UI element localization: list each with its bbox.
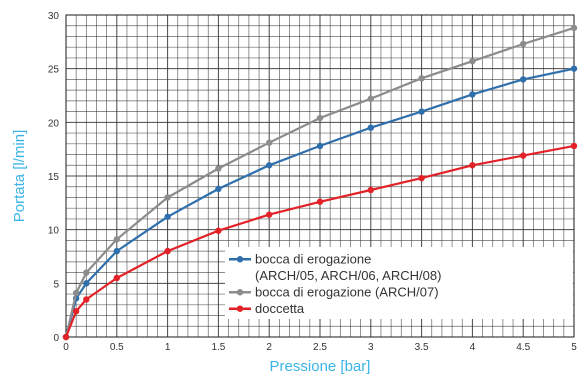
legend-label: doccetta (255, 301, 305, 316)
plot-frame (65, 14, 575, 338)
legend-marker (236, 256, 244, 263)
x-tick-label: 5 (571, 342, 577, 353)
data-point (113, 247, 121, 255)
data-point (570, 142, 578, 150)
data-point (215, 227, 222, 234)
data-point (418, 174, 425, 182)
legend-marker (236, 305, 244, 312)
x-tick-label: 2.5 (313, 342, 327, 353)
data-point (164, 213, 171, 220)
data-point (266, 139, 273, 146)
legend-label: bocca di erogazione (ARCH/07) (255, 284, 439, 299)
x-tick-label: 1 (165, 342, 171, 353)
x-tick-label: 4.5 (516, 342, 530, 353)
data-point (367, 124, 374, 131)
data-point (316, 142, 324, 150)
legend-label: (ARCH/05, ARCH/06, ARCH/08) (255, 268, 441, 283)
data-point (83, 269, 90, 276)
series-3 (62, 142, 578, 341)
data-point (367, 95, 374, 102)
data-point (62, 333, 70, 341)
x-axis-ticks: 0 0.5 1 1.5 2 2.5 3 3.5 4 4.5 5 (63, 342, 577, 353)
x-tick-label: 1.5 (211, 342, 225, 353)
y-axis-ticks: 0 5 10 15 20 25 30 (48, 11, 60, 344)
x-tick-label: 0.5 (110, 342, 124, 353)
legend: bocca di erogazione (ARCH/05, ARCH/06, AR… (225, 247, 573, 319)
y-tick-label: 5 (53, 279, 59, 290)
x-tick-label: 3.5 (415, 342, 429, 353)
y-axis-title: Portata [l/min] (11, 130, 28, 223)
legend-label: bocca di erogazione (255, 251, 371, 266)
data-point (266, 162, 273, 169)
data-point (316, 198, 324, 205)
y-tick-label: 25 (48, 65, 60, 76)
data-point (72, 308, 80, 315)
legend-background (225, 247, 573, 319)
data-point (469, 91, 476, 98)
y-tick-label: 30 (48, 11, 60, 22)
y-tick-label: 15 (48, 172, 60, 183)
data-point (418, 108, 425, 115)
data-point (113, 236, 121, 243)
data-point (367, 186, 374, 194)
x-tick-label: 4 (470, 342, 476, 353)
y-tick-label: 10 (48, 226, 60, 237)
data-point (164, 247, 171, 255)
data-point (520, 152, 527, 159)
data-point (164, 194, 171, 201)
x-tick-label: 3 (368, 342, 374, 353)
data-point (316, 114, 324, 122)
series-layer (62, 24, 578, 341)
x-tick-label: 0 (63, 342, 69, 353)
data-point (520, 76, 527, 83)
legend-marker (236, 289, 244, 296)
data-point (113, 274, 121, 282)
data-point (469, 57, 476, 65)
x-tick-label: 2 (266, 342, 272, 353)
data-point (418, 75, 425, 82)
legend-item-3: doccetta (229, 301, 305, 316)
series-2 (62, 24, 578, 341)
data-point (570, 24, 578, 32)
data-point (83, 296, 90, 303)
y-tick-label: 20 (48, 118, 60, 129)
data-point (72, 289, 80, 297)
data-point (215, 185, 222, 193)
data-point (266, 211, 273, 218)
data-point (520, 40, 527, 48)
data-point (83, 280, 90, 287)
series-1 (62, 65, 578, 341)
x-axis-title: Pressione [bar] (270, 358, 371, 375)
data-point (469, 162, 476, 169)
data-point (215, 165, 222, 172)
data-point (570, 65, 578, 72)
legend-item-2: bocca di erogazione (ARCH/07) (229, 284, 439, 299)
legend-item-1: bocca di erogazione (ARCH/05, ARCH/06, AR… (229, 251, 441, 283)
y-tick-label: 0 (53, 333, 59, 344)
